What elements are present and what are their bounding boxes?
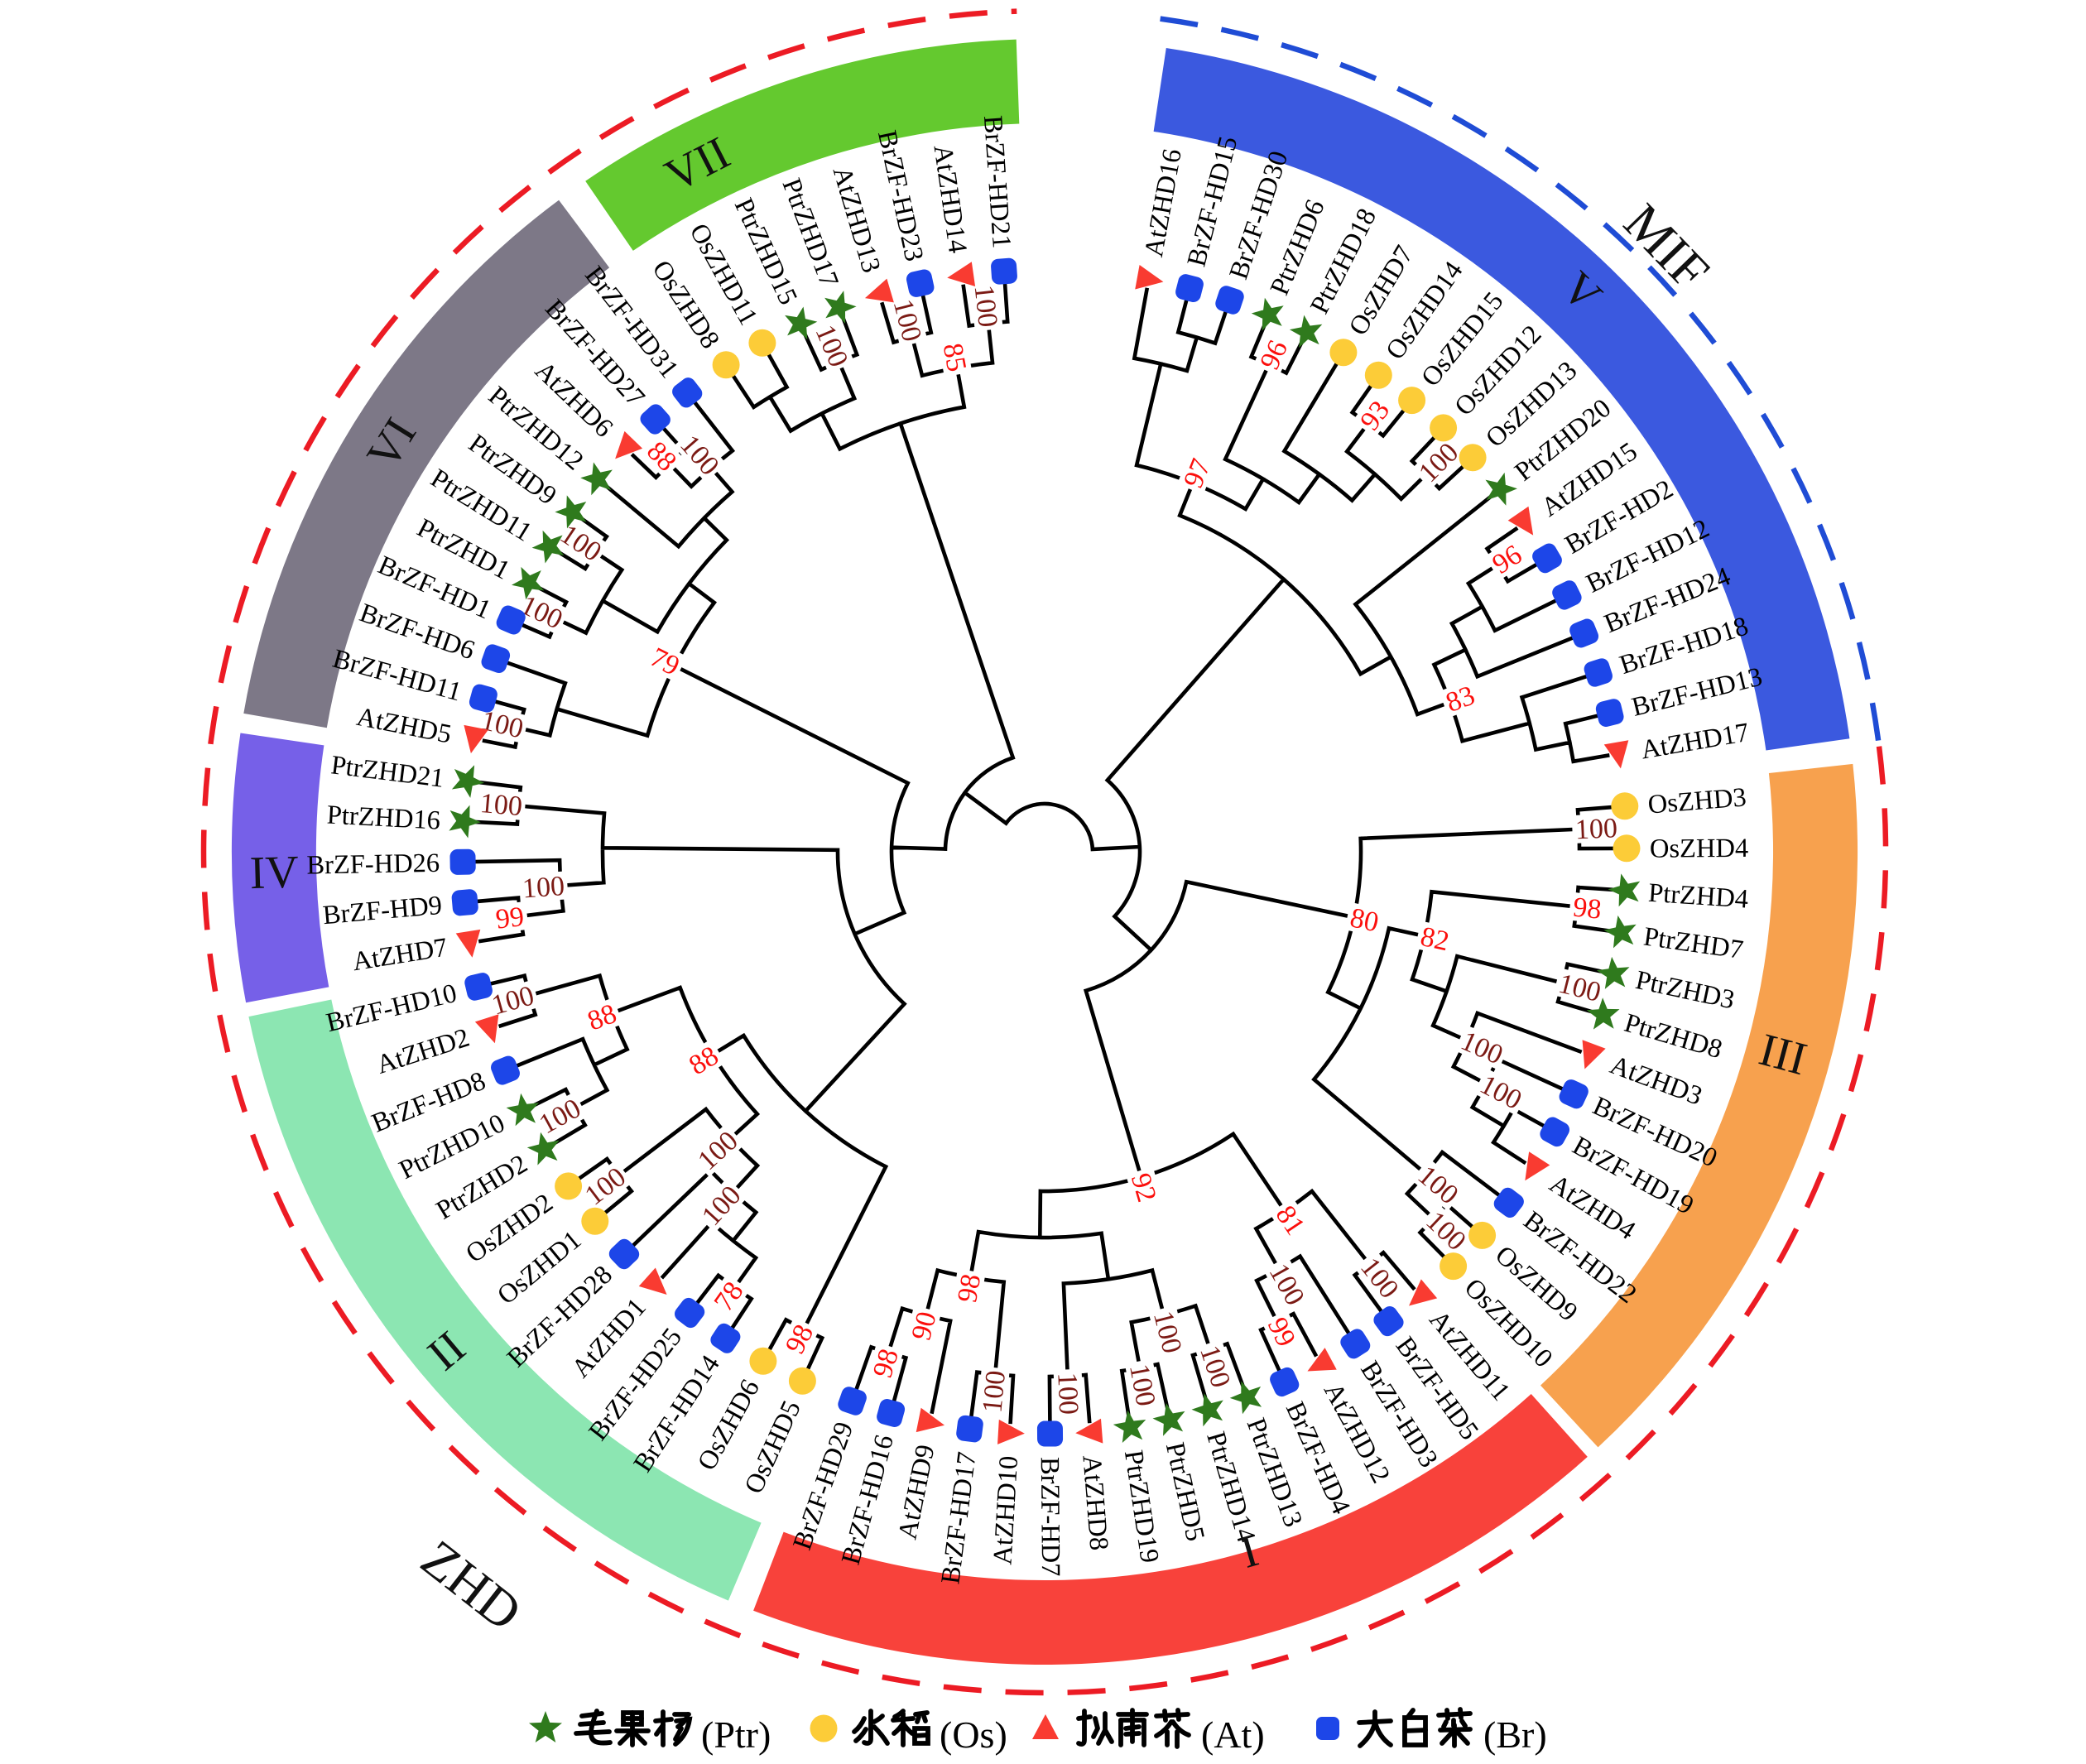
svg-text:82: 82	[1418, 921, 1452, 957]
svg-text:BrZF-HD26: BrZF-HD26	[306, 848, 440, 881]
svg-text:BrZF-HD7: BrZF-HD7	[1035, 1457, 1065, 1577]
svg-text:80: 80	[1348, 902, 1382, 938]
svg-text:100: 100	[1051, 1372, 1084, 1416]
svg-text:AtZHD10: AtZHD10	[988, 1455, 1024, 1566]
svg-text:100: 100	[977, 1369, 1012, 1414]
svg-text:(At): (At)	[1201, 1714, 1265, 1756]
svg-text:100: 100	[1574, 813, 1618, 845]
svg-text:100: 100	[968, 283, 1003, 329]
svg-text:(Os): (Os)	[940, 1714, 1007, 1756]
svg-text:98: 98	[952, 1271, 987, 1305]
svg-text:99: 99	[494, 901, 526, 935]
svg-text:OsZHD4: OsZHD4	[1650, 834, 1748, 864]
svg-text:(Ptr): (Ptr)	[701, 1714, 771, 1756]
svg-text:85: 85	[937, 341, 972, 374]
svg-text:98: 98	[1572, 892, 1603, 925]
svg-text:(Br): (Br)	[1483, 1714, 1547, 1756]
svg-text:100: 100	[522, 871, 565, 904]
svg-text:IV: IV	[249, 847, 300, 900]
svg-text:100: 100	[478, 788, 523, 822]
svg-text:100: 100	[1123, 1362, 1161, 1409]
svg-text:PtrZHD4: PtrZHD4	[1647, 878, 1749, 915]
svg-text:PtrZHD16: PtrZHD16	[326, 800, 441, 836]
